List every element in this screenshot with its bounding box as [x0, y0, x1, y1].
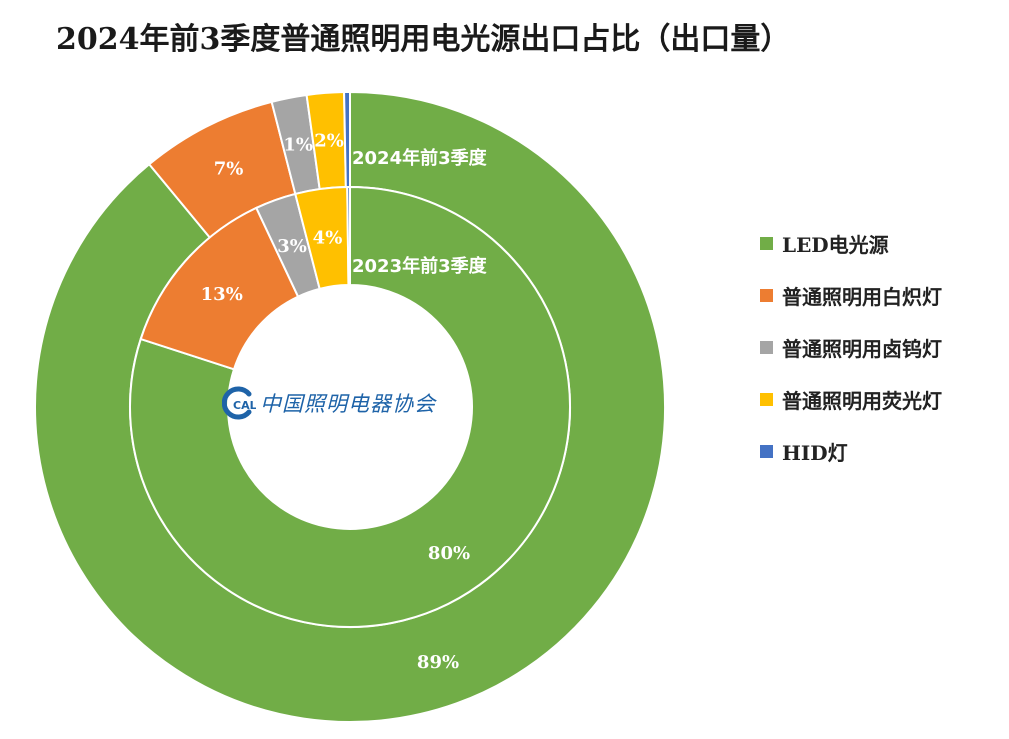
legend-swatch	[760, 237, 773, 250]
watermark-logo: CALI 中国照明电器协会	[222, 386, 436, 420]
series-label-inner: 2023年前3季度	[352, 255, 488, 277]
legend: LED电光源普通照明用白炽灯 普通照明用卤钨灯 普通照明用荧光灯 HID灯	[760, 230, 942, 490]
legend-item: 普通照明用荧光灯	[760, 386, 942, 413]
legend-label: 普通照明用卤钨灯	[782, 337, 942, 361]
legend-label: 普通照明用白炽灯	[782, 285, 942, 309]
legend-item: LED电光源	[760, 230, 942, 257]
data-label-inner-2: 3%	[277, 236, 307, 257]
legend-item: 普通照明用白炽灯	[760, 282, 942, 309]
legend-swatch	[760, 393, 773, 406]
slice-inner-4	[346, 185, 351, 287]
legend-label: 普通照明用荧光灯	[782, 389, 942, 413]
chart-title: 2024年前3季度普通照明用电光源出口占比（出口量）	[56, 22, 791, 57]
logo-text: 中国照明电器协会	[260, 392, 436, 416]
data-label-inner-0: 80%	[428, 543, 470, 564]
data-label-inner-3: 4%	[313, 227, 343, 248]
legend-swatch	[760, 445, 773, 458]
data-label-outer-1: 7%	[214, 159, 244, 180]
data-label-outer-0: 89%	[417, 652, 459, 673]
legend-label: HID灯	[782, 441, 848, 465]
logo-mark-text: CALI	[233, 399, 256, 412]
slice-outer-4	[343, 90, 351, 189]
legend-item: 普通照明用卤钨灯	[760, 334, 942, 361]
data-label-outer-2: 1%	[283, 135, 313, 156]
data-label-outer-3: 2%	[314, 130, 344, 151]
data-label-inner-1: 13%	[201, 284, 243, 305]
series-label-outer: 2024年前3季度	[352, 147, 488, 169]
cali-logo-icon: CALI	[222, 386, 256, 420]
legend-swatch	[760, 341, 773, 354]
legend-label: LED电光源	[782, 233, 889, 257]
legend-item: HID灯	[760, 438, 942, 465]
legend-swatch	[760, 289, 773, 302]
slice-inner-0	[129, 185, 571, 628]
